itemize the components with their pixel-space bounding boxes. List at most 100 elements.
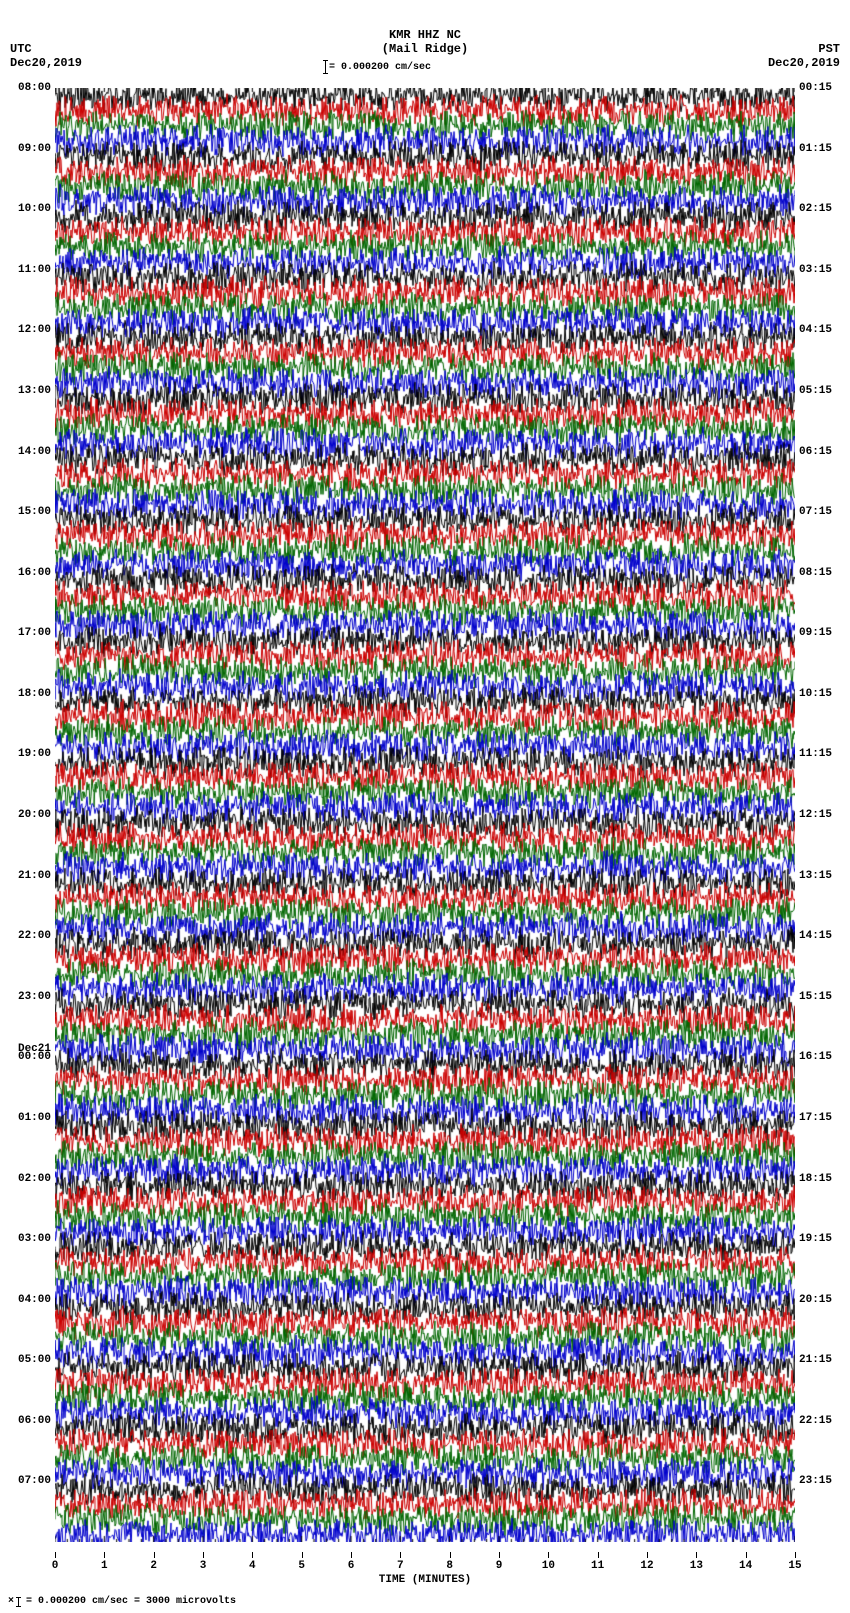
x-tick-label: 10 (542, 1560, 555, 1572)
x-tick-label: 4 (249, 1560, 256, 1572)
x-tick-mark (696, 1552, 697, 1558)
x-tick-mark (154, 1552, 155, 1558)
pst-hour-label: 02:15 (799, 203, 832, 215)
x-tick-label: 1 (101, 1560, 108, 1572)
utc-hour-label: 02:00 (18, 1173, 51, 1185)
pst-hour-label: 05:15 (799, 385, 832, 397)
utc-hour-labels: 08:0009:0010:0011:0012:0013:0014:0015:00… (0, 88, 55, 1542)
x-tick-label: 6 (348, 1560, 355, 1572)
utc-hour-label: 11:00 (18, 264, 51, 276)
x-tick-mark (647, 1552, 648, 1558)
utc-hour-label: 00:00 (18, 1051, 51, 1063)
utc-hour-label: 14:00 (18, 446, 51, 458)
utc-hour-label: 01:00 (18, 1112, 51, 1124)
utc-hour-label: 03:00 (18, 1233, 51, 1245)
pst-hour-label: 01:15 (799, 143, 832, 155)
pst-hour-label: 12:15 (799, 809, 832, 821)
x-tick-label: 0 (52, 1560, 59, 1572)
x-tick-mark (302, 1552, 303, 1558)
x-tick-label: 9 (496, 1560, 503, 1572)
footer-prefix: × (8, 1596, 14, 1607)
pst-hour-label: 03:15 (799, 264, 832, 276)
x-tick-mark (548, 1552, 549, 1558)
x-tick-label: 8 (446, 1560, 453, 1572)
pst-date: Dec20,2019 (768, 56, 840, 70)
x-tick-label: 12 (640, 1560, 653, 1572)
utc-hour-label: 17:00 (18, 627, 51, 639)
pst-hour-label: 04:15 (799, 324, 832, 336)
scale-bar-icon (325, 60, 326, 74)
header: KMR HHZ NC (Mail Ridge) = 0.000200 cm/se… (0, 0, 850, 88)
utc-hour-label: 10:00 (18, 203, 51, 215)
pst-hour-label: 07:15 (799, 506, 832, 518)
pst-hour-label: 06:15 (799, 446, 832, 458)
utc-hour-label: 19:00 (18, 748, 51, 760)
x-tick-label: 14 (739, 1560, 752, 1572)
x-tick-mark (795, 1552, 796, 1558)
pst-hour-labels: 00:1501:1502:1503:1504:1505:1506:1507:15… (795, 88, 850, 1542)
pst-hour-label: 18:15 (799, 1173, 832, 1185)
pst-hour-label: 09:15 (799, 627, 832, 639)
pst-hour-label: 11:15 (799, 748, 832, 760)
utc-hour-label: 05:00 (18, 1354, 51, 1366)
x-tick-mark (746, 1552, 747, 1558)
pst-hour-label: 22:15 (799, 1415, 832, 1427)
utc-hour-label: 21:00 (18, 870, 51, 882)
pst-hour-label: 19:15 (799, 1233, 832, 1245)
x-tick-label: 7 (397, 1560, 404, 1572)
pst-label: PST (818, 42, 840, 56)
utc-hour-label: 04:00 (18, 1294, 51, 1306)
scale-text: = 0.000200 cm/sec (329, 62, 431, 73)
utc-label: UTC (10, 42, 32, 56)
utc-hour-label: 13:00 (18, 385, 51, 397)
pst-hour-label: 10:15 (799, 688, 832, 700)
pst-hour-label: 08:15 (799, 567, 832, 579)
x-tick-mark (55, 1552, 56, 1558)
x-tick-mark (499, 1552, 500, 1558)
utc-hour-label: 22:00 (18, 930, 51, 942)
utc-hour-label: 09:00 (18, 143, 51, 155)
x-tick-mark (450, 1552, 451, 1558)
x-tick-label: 11 (591, 1560, 604, 1572)
x-tick-label: 3 (200, 1560, 207, 1572)
seismogram-canvas (55, 88, 795, 1542)
utc-hour-label: 16:00 (18, 567, 51, 579)
scale-bar: = 0.000200 cm/sec (325, 60, 431, 74)
x-tick-mark (252, 1552, 253, 1558)
pst-hour-label: 21:15 (799, 1354, 832, 1366)
pst-hour-label: 20:15 (799, 1294, 832, 1306)
x-tick-mark (598, 1552, 599, 1558)
station-code: KMR HHZ NC (389, 28, 461, 42)
x-tick-mark (104, 1552, 105, 1558)
scale-bar-icon (18, 1597, 19, 1607)
utc-hour-label: 23:00 (18, 991, 51, 1003)
utc-hour-label: 08:00 (18, 82, 51, 94)
pst-hour-label: 15:15 (799, 991, 832, 1003)
footer-text: = 0.000200 cm/sec = 3000 microvolts (26, 1596, 236, 1607)
utc-hour-label: 07:00 (18, 1475, 51, 1487)
x-axis: TIME (MINUTES) 0123456789101112131415 (55, 1542, 795, 1582)
pst-hour-label: 14:15 (799, 930, 832, 942)
utc-hour-label: 20:00 (18, 809, 51, 821)
x-tick-label: 5 (298, 1560, 305, 1572)
x-tick-mark (400, 1552, 401, 1558)
utc-hour-label: 12:00 (18, 324, 51, 336)
x-axis-title: TIME (MINUTES) (379, 1574, 471, 1586)
utc-hour-label: 18:00 (18, 688, 51, 700)
pst-hour-label: 17:15 (799, 1112, 832, 1124)
x-tick-label: 13 (690, 1560, 703, 1572)
utc-hour-label: 15:00 (18, 506, 51, 518)
pst-hour-label: 23:15 (799, 1475, 832, 1487)
x-tick-label: 2 (150, 1560, 157, 1572)
x-tick-mark (351, 1552, 352, 1558)
utc-hour-label: 06:00 (18, 1415, 51, 1427)
x-tick-mark (203, 1552, 204, 1558)
helicorder-container: KMR HHZ NC (Mail Ridge) = 0.000200 cm/se… (0, 0, 850, 1613)
x-tick-label: 15 (788, 1560, 801, 1572)
seismogram-plot (55, 88, 795, 1542)
pst-hour-label: 13:15 (799, 870, 832, 882)
station-name: (Mail Ridge) (382, 42, 468, 56)
utc-date: Dec20,2019 (10, 56, 82, 70)
pst-hour-label: 16:15 (799, 1051, 832, 1063)
footer-scale: × = 0.000200 cm/sec = 3000 microvolts (8, 1596, 236, 1607)
